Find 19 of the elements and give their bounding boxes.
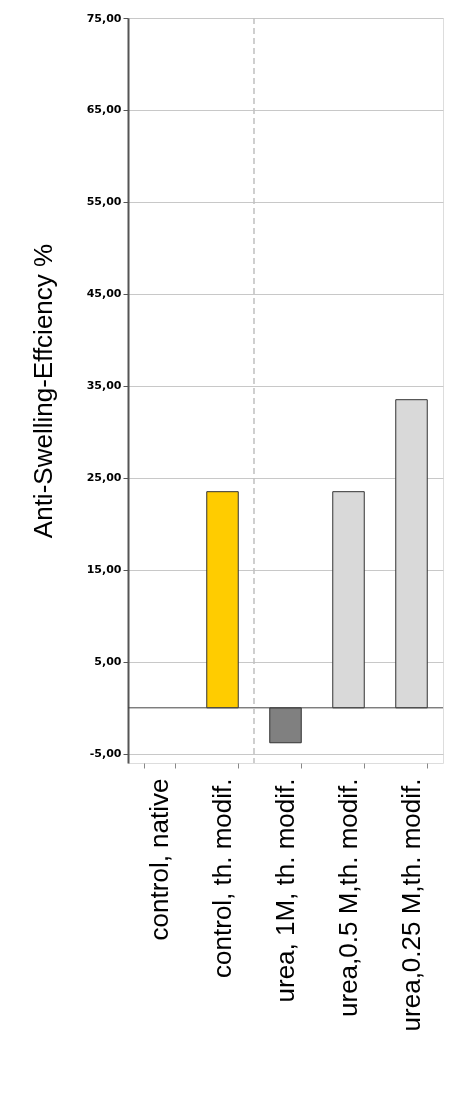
x-tick-label: control, native	[144, 778, 174, 941]
y-tick-label: 75,00	[86, 11, 122, 25]
y-axis-title: Anti-Swelling-Effciency %	[27, 243, 58, 539]
y-tick-label: 35,00	[86, 379, 122, 393]
y-tick-label: 25,00	[86, 471, 122, 485]
x-tick-label: urea,0.25 M,th. modif.	[396, 778, 426, 1032]
y-tick-label: 5,00	[94, 655, 122, 669]
bar	[332, 491, 365, 709]
bar	[206, 491, 239, 709]
y-tick-label: 15,00	[86, 563, 122, 577]
y-tick-label: 45,00	[86, 287, 122, 301]
bar	[269, 707, 302, 744]
y-tick-label: 65,00	[86, 103, 122, 117]
x-tick-label: urea,0.5 M,th. modif.	[333, 778, 363, 1017]
y-tick-label: -5,00	[89, 747, 122, 761]
y-tick-label: 55,00	[86, 195, 122, 209]
x-tick-label: control, th. modif.	[207, 778, 237, 978]
x-tick-label: urea, 1M, th. modif.	[270, 778, 300, 1003]
bar	[395, 399, 428, 709]
